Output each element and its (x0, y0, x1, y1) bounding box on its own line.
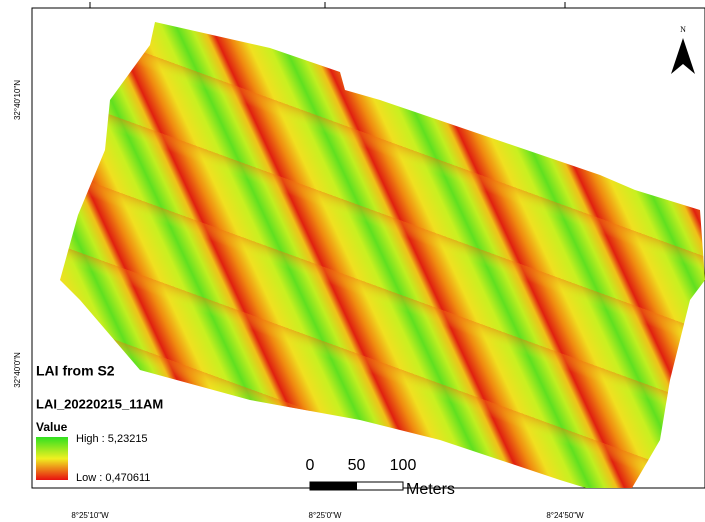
lat-label: 32°40'10"N (13, 80, 22, 120)
scale-tick-label: 50 (348, 457, 366, 474)
lon-label: 8°25'10"W (71, 511, 109, 520)
scale-unit: Meters (406, 481, 455, 498)
scale-segment (357, 482, 404, 490)
lon-label: 8°25'0"W (309, 511, 342, 520)
legend-ramp (36, 437, 68, 480)
lat-label: 32°40'0"N (13, 352, 22, 388)
legend-title: LAI from S2 (36, 363, 115, 379)
legend-layer: LAI_20220215_11AM (36, 396, 163, 411)
legend-field: Value (36, 420, 68, 434)
page: 32°40'10"N 32°40'0"N 8°25'10"W 8°25'0"W … (0, 0, 705, 522)
legend-low: Low : 0,470611 (76, 472, 150, 484)
scale-segment (310, 482, 357, 490)
lon-label: 8°24'50"W (546, 511, 584, 520)
north-label: N (680, 25, 686, 34)
scale-tick-label: 0 (306, 457, 315, 474)
map: 32°40'10"N 32°40'0"N 8°25'10"W 8°25'0"W … (0, 0, 705, 522)
legend-high: High : 5,23215 (76, 433, 148, 445)
scale-tick-label: 100 (390, 457, 417, 474)
